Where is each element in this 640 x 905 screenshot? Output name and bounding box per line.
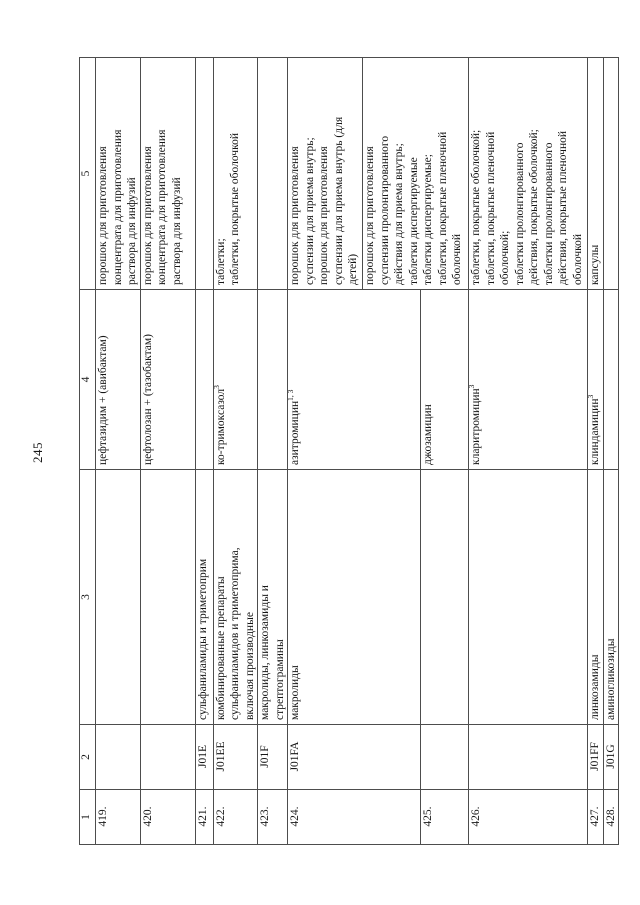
drug-name: ко-тримоксазол	[214, 388, 227, 465]
table-row: 424. J01FA макролиды азитромицин1, 3 пор…	[287, 57, 421, 845]
dosage-forms: таблетки диспергируемые; таблетки, покры…	[422, 131, 463, 285]
dosage-forms-cell: порошок для приготовления суспензии для …	[287, 57, 363, 290]
row-number-cell: 420.	[140, 789, 195, 845]
footnote-marker: 3	[213, 385, 221, 389]
atc-code-cell: J01F	[257, 724, 288, 790]
drug-table: 1 2 3 4 5 419. цефтазидим + (авибактам) …	[79, 57, 619, 845]
column-header-cell: 5	[79, 57, 96, 290]
drug-name-cell: цефтолозан + (тазобактам)	[140, 289, 195, 470]
drug-group-cell	[420, 469, 469, 725]
drug-group-cell	[140, 469, 195, 725]
column-header-cell: 2	[79, 724, 96, 790]
drug-name: клиндамицин	[589, 398, 601, 465]
row-number-cell: 428.	[603, 789, 619, 845]
drug-group-cell: сульфаниламиды и триметоприм	[195, 469, 213, 725]
drug-group-cell: макролиды	[287, 469, 421, 725]
atc-code-cell	[468, 724, 588, 790]
row-number-cell: 419.	[95, 789, 140, 845]
table-row: 422. J01EE комбинированные препараты сул…	[213, 57, 258, 845]
row-number-cell: 427.	[587, 789, 603, 845]
drug-group-cell	[468, 469, 588, 725]
drug-name-cell: клиндамицин3	[587, 289, 603, 470]
table-header-row: 1 2 3 4 5	[79, 57, 96, 845]
drug-name-cell: джозамицин	[420, 289, 469, 470]
footnote-marker: 3	[588, 395, 596, 399]
atc-code-cell: J01E	[195, 724, 213, 790]
drug-name-cell	[603, 289, 619, 470]
dosage-forms-cell: порошок для приготовления концентрата дл…	[140, 57, 195, 290]
drug-name-cell: азитромицин1, 3	[287, 289, 421, 470]
dosage-forms-cell	[603, 57, 619, 290]
dosage-forms-cell: порошок для приготовления концентрата дл…	[95, 57, 140, 290]
dosage-forms-cell	[195, 57, 213, 290]
drug-name-cell: цефтазидим + (авибактам)	[95, 289, 140, 470]
drug-name-cell	[257, 289, 288, 470]
atc-code-cell: J01EE	[213, 724, 258, 790]
table-row: 421. J01E сульфаниламиды и триметоприм	[195, 57, 213, 845]
atc-code-cell: J01G	[603, 724, 619, 790]
drug-group-cell: комбинированные препараты сульфаниламидо…	[213, 469, 258, 725]
drug-name-cell: ко-тримоксазол3	[213, 289, 258, 470]
table-row: 419. цефтазидим + (авибактам) порошок дл…	[95, 57, 140, 845]
drug-group-cell: макролиды, линкозамиды и стрептограмины	[257, 469, 288, 725]
page-number: 245	[30, 442, 45, 463]
drug-group-cell	[95, 469, 140, 725]
drug-name-cell: кларитромицин3	[468, 289, 588, 470]
dosage-forms-continued: порошок для приготовления суспензии прол…	[364, 135, 420, 285]
dosage-forms-cell: порошок для приготовления суспензии прол…	[362, 57, 469, 290]
dosage-forms-cell	[257, 57, 288, 290]
atc-code-cell	[95, 724, 140, 790]
table-row: 423. J01F макролиды, линкозамиды и стреп…	[257, 57, 288, 845]
row-number-cell: 425.	[420, 789, 469, 845]
atc-code-cell	[420, 724, 469, 790]
atc-code-cell: J01FF	[587, 724, 603, 790]
column-header-cell: 3	[79, 469, 96, 725]
table-row: 426. кларитромицин3 таблетки, покрытые о…	[468, 57, 588, 845]
table-row: 427. J01FF линкозамиды клиндамицин3 капс…	[587, 57, 603, 845]
row-number-cell: 426.	[468, 789, 588, 845]
atc-code-cell	[140, 724, 195, 790]
row-number-cell: 422.	[213, 789, 258, 845]
dosage-forms-cell: капсулы	[587, 57, 603, 290]
column-header-cell: 4	[79, 289, 96, 470]
drug-name: азитромицин	[289, 400, 301, 465]
row-number-cell: 423.	[257, 789, 288, 845]
atc-code-cell: J01FA	[287, 724, 421, 790]
drug-group-cell: аминогликозиды	[603, 469, 619, 725]
row-number-cell: 421.	[195, 789, 213, 845]
dosage-forms-cell: таблетки; таблетки, покрытые оболочкой	[213, 57, 258, 290]
footnote-marker: 1, 3	[287, 390, 296, 401]
row-number-cell: 424.	[287, 789, 421, 845]
drug-name: кларитромицин	[470, 388, 482, 465]
table-row: 420. цефтолозан + (тазобактам) порошок д…	[140, 57, 195, 845]
table-row: 428. J01G аминогликозиды	[603, 57, 619, 845]
drug-group-cell: линкозамиды	[587, 469, 603, 725]
drug-name-cell	[195, 289, 213, 470]
footnote-marker: 3	[469, 385, 477, 389]
dosage-forms-cell: таблетки, покрытые оболочкой; таблетки, …	[468, 57, 588, 290]
column-header-cell: 1	[79, 789, 96, 845]
